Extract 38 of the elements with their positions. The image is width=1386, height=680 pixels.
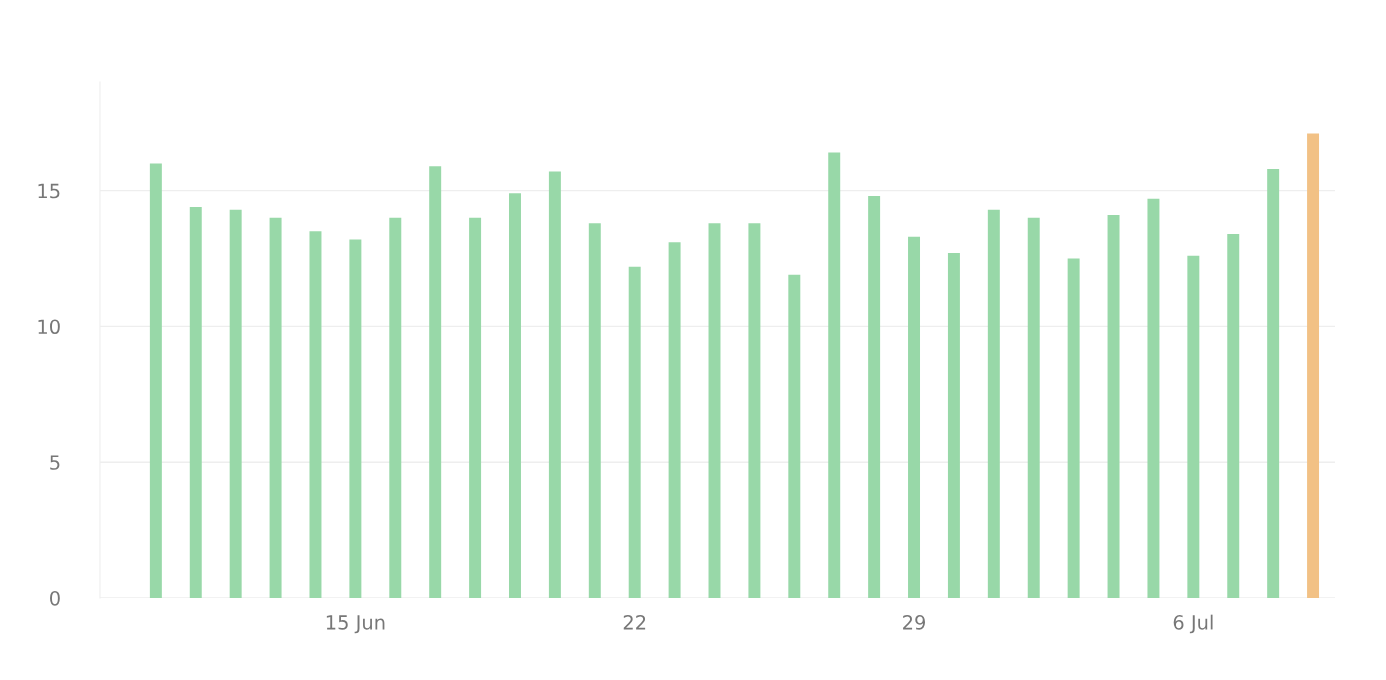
x-tick-label: 6 Jul bbox=[1173, 614, 1213, 634]
bar bbox=[1307, 133, 1320, 598]
bar bbox=[229, 209, 242, 598]
bar bbox=[1067, 258, 1080, 598]
bar bbox=[189, 206, 202, 598]
bar bbox=[349, 239, 362, 598]
bar bbox=[1107, 215, 1120, 598]
bar bbox=[429, 166, 442, 598]
bar bbox=[828, 152, 841, 598]
y-tick-label: 15 bbox=[38, 183, 60, 199]
bar bbox=[1267, 168, 1280, 598]
bar bbox=[708, 223, 721, 598]
x-tick-label: 15 Jun bbox=[326, 615, 385, 634]
bar bbox=[269, 217, 282, 598]
y-tick-label: 5 bbox=[50, 455, 60, 470]
bar bbox=[309, 231, 322, 598]
bar bbox=[149, 163, 162, 598]
bar bbox=[1147, 198, 1160, 598]
bar bbox=[469, 217, 482, 598]
bar bbox=[1227, 234, 1240, 598]
bar bbox=[389, 217, 402, 598]
bar bbox=[908, 236, 921, 598]
bar bbox=[947, 253, 960, 598]
bar bbox=[668, 242, 681, 598]
y-tick-label: 0 bbox=[50, 590, 60, 606]
bar bbox=[1187, 255, 1200, 598]
x-tick-label: 22 bbox=[623, 615, 646, 630]
bar bbox=[868, 196, 881, 598]
bar bbox=[987, 209, 1000, 598]
bar bbox=[748, 223, 761, 598]
bar bbox=[588, 223, 601, 598]
bar bbox=[1027, 217, 1040, 598]
bar bbox=[788, 274, 801, 598]
y-tick-label: 10 bbox=[38, 319, 60, 335]
bar bbox=[548, 171, 561, 598]
bar bbox=[628, 266, 641, 598]
bar bbox=[509, 193, 521, 598]
x-tick-label: 29 bbox=[903, 615, 926, 630]
